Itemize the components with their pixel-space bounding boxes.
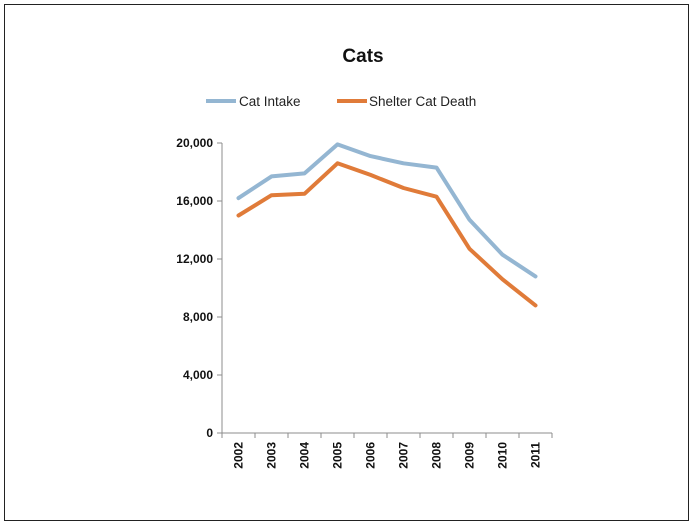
series-line-shelter-cat-death — [236, 161, 538, 308]
slide-frame — [4, 4, 689, 521]
legend: Cat Intake Shelter Cat Death — [206, 94, 476, 109]
x-tick-label: 2011 — [529, 442, 543, 468]
y-tick-label: 8,000 — [183, 310, 213, 324]
x-tick-label: 2006 — [364, 442, 378, 469]
x-tick-label: 2002 — [232, 442, 246, 469]
chart-title: Cats — [342, 46, 383, 67]
y-tick-label: 4,000 — [183, 368, 213, 382]
y-tick-label: 12,000 — [176, 252, 213, 266]
y-ticks: 0 4,000 8,000 12,000 16,000 20,000 — [176, 136, 222, 440]
x-tick-label: 2010 — [496, 442, 510, 469]
series-layer — [236, 142, 538, 308]
x-tick-label: 2009 — [463, 442, 477, 469]
x-tick-label: 2004 — [298, 442, 312, 469]
axes — [221, 143, 552, 434]
legend-label-cat-intake: Cat Intake — [239, 94, 301, 109]
x-tick-label: 2008 — [430, 442, 444, 469]
legend-label-shelter-cat-death: Shelter Cat Death — [369, 94, 476, 109]
x-ticks: 2002 2003 2004 2005 2006 2007 2008 2009 2010 2011 — [221, 433, 553, 469]
x-tick-label: 2005 — [331, 442, 345, 469]
series-line-cat-intake — [236, 142, 538, 279]
y-tick-label: 20,000 — [176, 136, 213, 150]
y-tick-label: 16,000 — [176, 194, 213, 208]
x-tick-label: 2007 — [397, 442, 411, 469]
y-tick-label: 0 — [206, 426, 213, 440]
x-tick-label: 2003 — [265, 442, 279, 469]
